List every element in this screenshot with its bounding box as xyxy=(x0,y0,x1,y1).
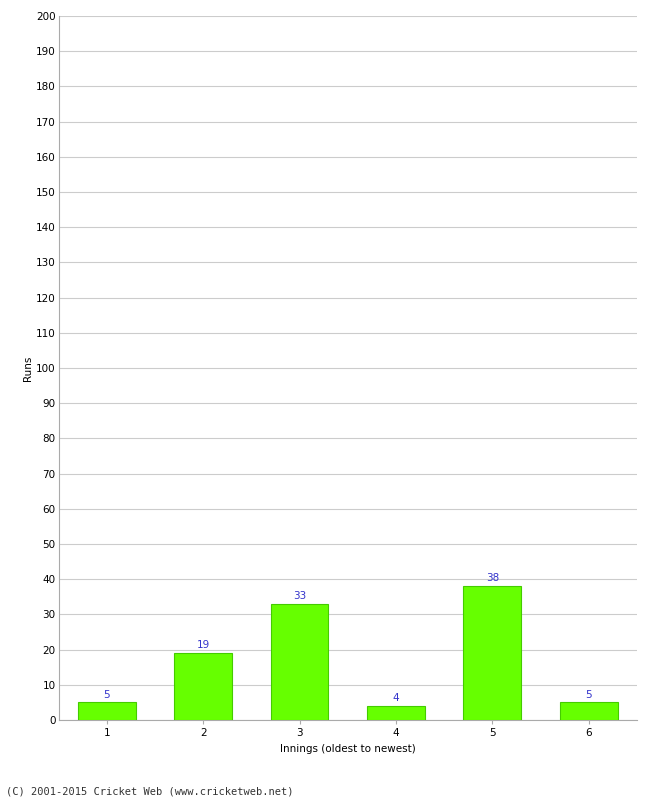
Bar xyxy=(78,702,136,720)
Y-axis label: Runs: Runs xyxy=(23,355,33,381)
Text: 5: 5 xyxy=(586,690,592,699)
Bar xyxy=(367,706,425,720)
Text: 19: 19 xyxy=(196,640,210,650)
Text: 4: 4 xyxy=(393,693,399,703)
Bar xyxy=(174,653,232,720)
Text: 33: 33 xyxy=(293,591,306,601)
Bar xyxy=(560,702,618,720)
Text: (C) 2001-2015 Cricket Web (www.cricketweb.net): (C) 2001-2015 Cricket Web (www.cricketwe… xyxy=(6,786,294,796)
Bar xyxy=(270,604,328,720)
Bar xyxy=(463,586,521,720)
X-axis label: Innings (oldest to newest): Innings (oldest to newest) xyxy=(280,744,415,754)
Text: 5: 5 xyxy=(103,690,110,699)
Text: 38: 38 xyxy=(486,574,499,583)
